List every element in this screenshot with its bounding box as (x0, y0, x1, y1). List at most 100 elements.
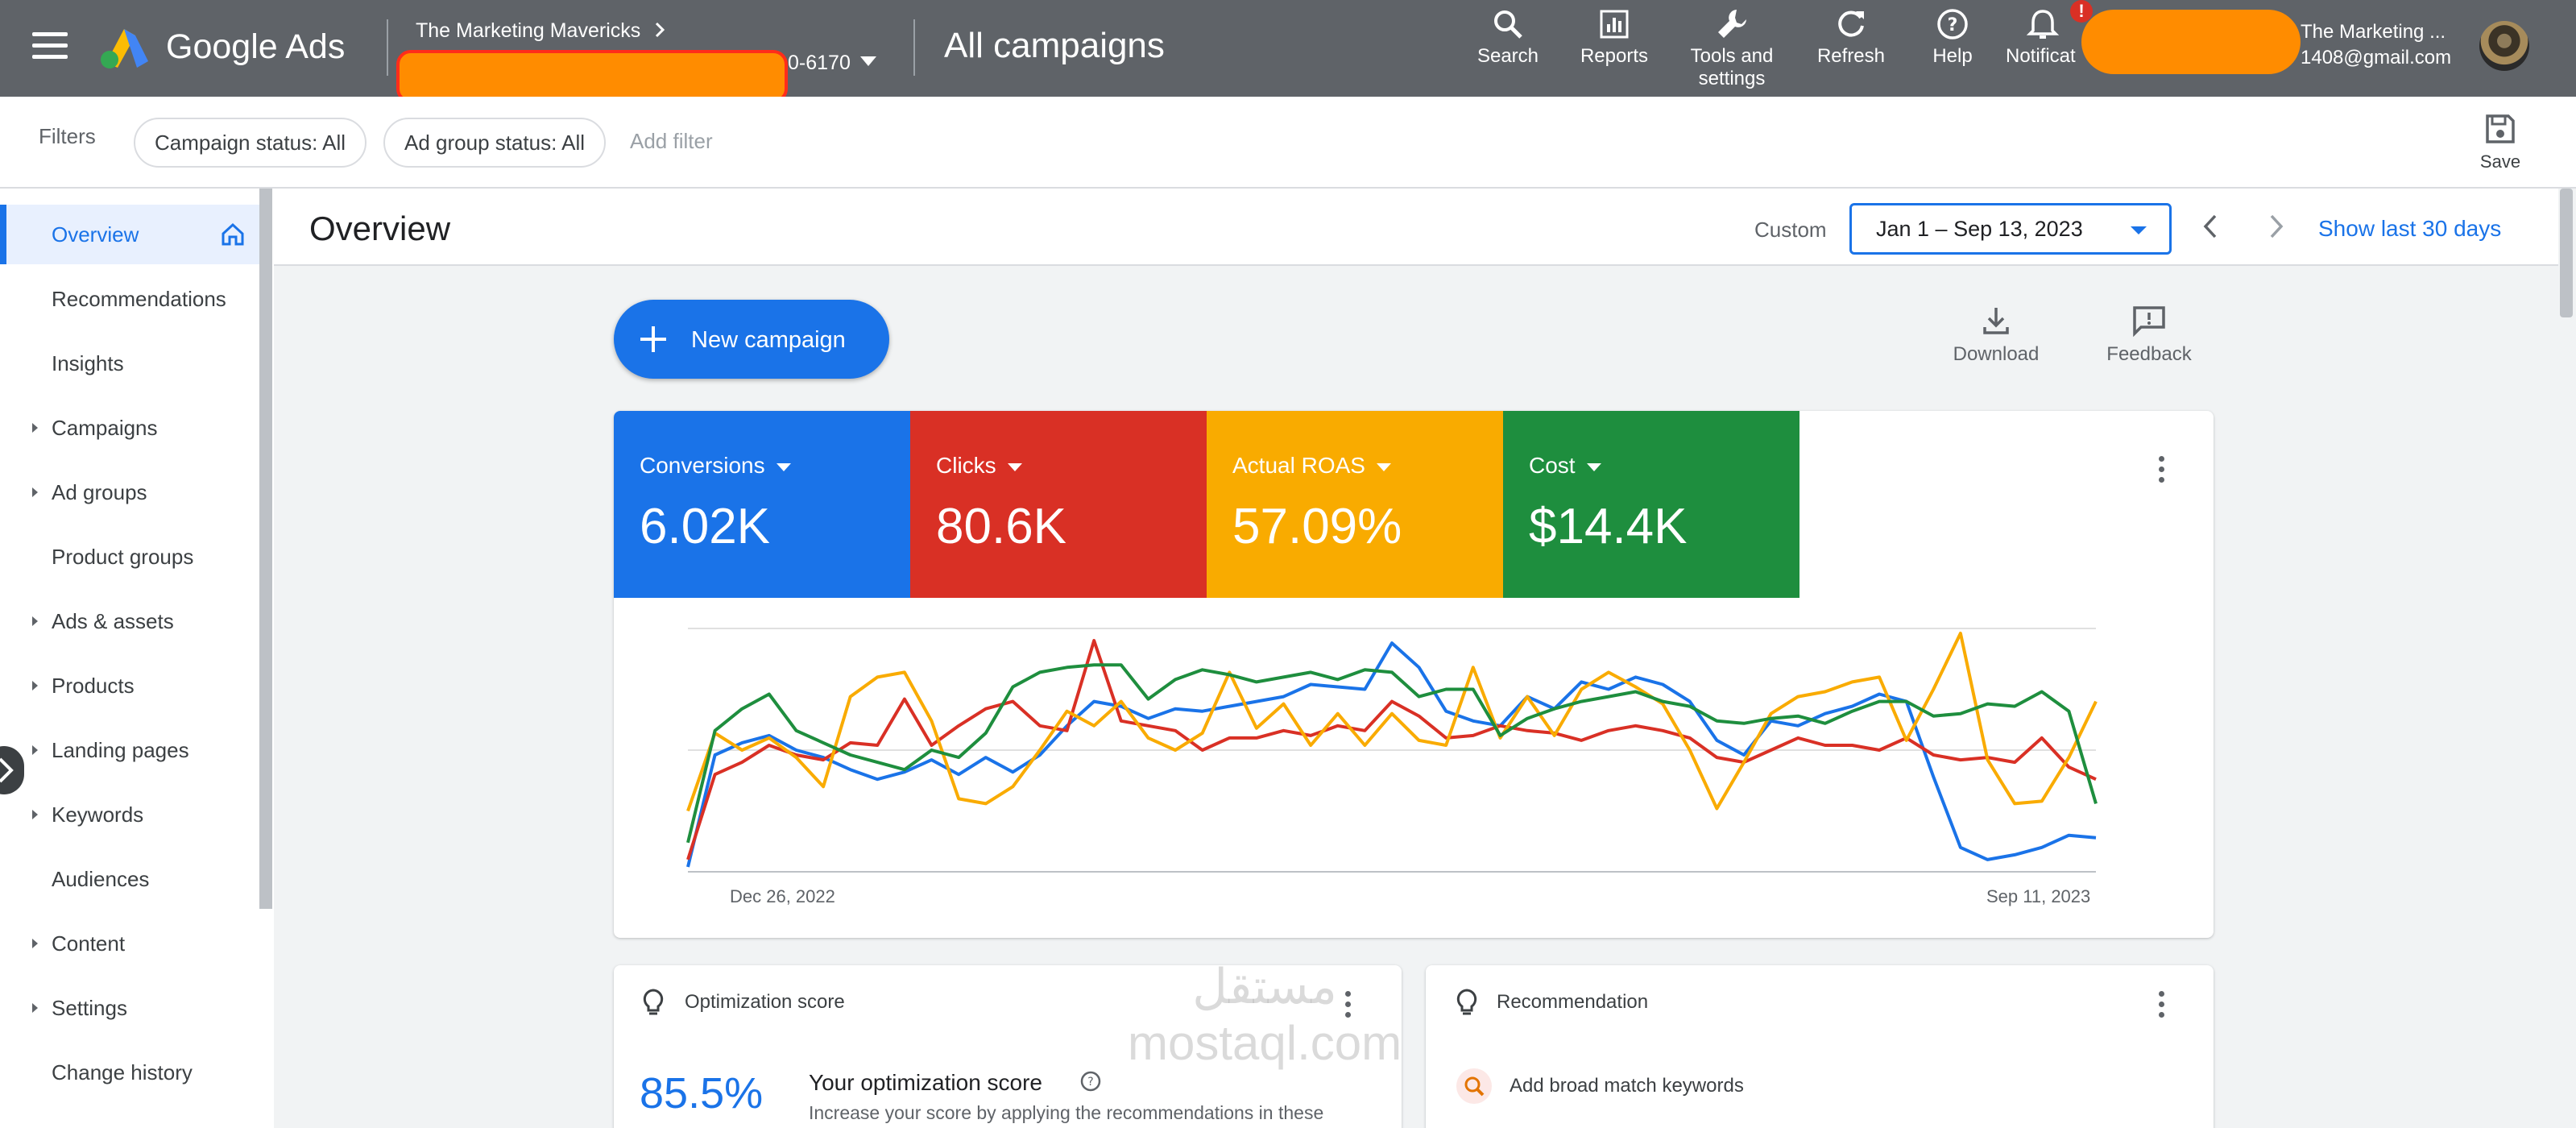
chevron-right-icon (0, 757, 14, 783)
sidebar-scrollbar[interactable] (259, 189, 272, 909)
metric-cost[interactable]: Cost $14.4K (1503, 411, 1799, 598)
metric-selector[interactable]: Cost (1529, 453, 1601, 479)
expand-arrow-icon (32, 681, 38, 690)
avatar[interactable] (2479, 21, 2529, 71)
sidebar-item-label: Recommendations (52, 287, 226, 311)
metric-selector[interactable]: Conversions (640, 453, 791, 479)
sidebar-item-label: Settings (52, 996, 127, 1020)
sidebar-item-label: Audiences (52, 867, 150, 891)
top-bar: Google Ads The Marketing Mavericks 0-617… (0, 0, 2576, 103)
recommendation-item[interactable]: Add broad match keywords (1510, 1075, 1744, 1097)
sidebar-item-label: Overview (52, 222, 139, 247)
main-scrollbar[interactable] (2558, 189, 2576, 1128)
series-line-3 (686, 663, 2098, 844)
chevron-right-icon[interactable] (654, 21, 665, 39)
download-icon (1983, 308, 2009, 334)
sidebar-item-campaigns[interactable]: Campaigns (0, 398, 259, 458)
sidebar-item-product-groups[interactable]: Product groups (0, 527, 259, 587)
sidebar-item-ad-groups[interactable]: Ad groups (0, 462, 259, 522)
sidebar-item-products[interactable]: Products (0, 656, 259, 715)
user-name: The Marketing ... (2301, 21, 2446, 43)
more-options-icon[interactable] (2159, 991, 2165, 1022)
recommendation-card (1426, 965, 2214, 1128)
metric-name: Clicks (936, 453, 996, 478)
reports-label: Reports (1580, 45, 1649, 67)
chevron-down-icon (776, 462, 791, 471)
date-range-value: Jan 1 – Sep 13, 2023 (1876, 217, 2083, 241)
account-id[interactable]: 0-6170 (788, 52, 851, 74)
chevron-left-icon[interactable] (2199, 213, 2223, 240)
metric-conversions[interactable]: Conversions 6.02K (614, 411, 910, 598)
date-range-picker[interactable]: Jan 1 – Sep 13, 2023 (1849, 203, 2172, 255)
sidebar-item-label: Campaigns (52, 416, 158, 440)
more-options-icon[interactable] (1345, 991, 1352, 1022)
sidebar-item-recommendations[interactable]: Recommendations (0, 269, 259, 329)
chevron-down-icon[interactable] (860, 56, 876, 66)
add-filter-input[interactable]: Add filter (630, 129, 713, 153)
filters-label: Filters (39, 124, 96, 148)
metric-selector[interactable]: Actual ROAS (1232, 453, 1391, 479)
expand-arrow-icon (32, 616, 38, 626)
filter-bar: Filters Campaign status: All Ad group st… (0, 97, 2576, 189)
expand-arrow-icon (32, 810, 38, 819)
feedback-label: Feedback (2106, 343, 2192, 365)
user-account[interactable]: The Marketing ... 1408@gmail.com (2301, 19, 2451, 71)
notification-badge: ! (2070, 0, 2093, 23)
save-button[interactable]: Save (2478, 113, 2523, 172)
download-button[interactable]: Download (1948, 305, 2044, 366)
user-email: 1408@gmail.com (2301, 47, 2452, 68)
ad-group-status-chip[interactable]: Ad group status: All (383, 118, 607, 168)
svg-text:?: ? (1948, 15, 1958, 35)
tools-settings-button[interactable]: Tools and settings (1682, 6, 1782, 90)
campaign-status-chip[interactable]: Campaign status: All (134, 118, 367, 168)
sidebar: Overview Recommendations Insights Campai… (0, 189, 274, 1128)
refresh-button[interactable]: Refresh (1812, 6, 1890, 68)
sidebar-item-audiences[interactable]: Audiences (0, 849, 259, 909)
google-ads-logo[interactable] (95, 23, 151, 69)
metric-selector[interactable]: Clicks (936, 453, 1022, 479)
sidebar-item-settings[interactable]: Settings (0, 978, 259, 1038)
notifications-label: Notificat (2006, 45, 2076, 67)
feedback-button[interactable]: Feedback (2101, 305, 2197, 366)
performance-line-chart (686, 628, 2098, 873)
metric-clicks[interactable]: Clicks 80.6K (910, 411, 1207, 598)
help-button[interactable]: ? Help (1925, 6, 1980, 68)
scrollbar-thumb[interactable] (2560, 189, 2573, 317)
help-label: Help (1932, 45, 1973, 67)
watermark: مستقل mostaql.com (1128, 959, 1402, 1072)
sidebar-item-overview[interactable]: Overview (0, 205, 259, 264)
expand-arrow-icon (32, 423, 38, 433)
metric-actual-roas[interactable]: Actual ROAS 57.09% (1207, 411, 1503, 598)
sidebar-item-label: Change history (52, 1060, 193, 1084)
reports-button[interactable]: Reports (1572, 6, 1656, 68)
notifications-button[interactable]: Notificat (2006, 6, 2086, 68)
new-campaign-button[interactable]: New campaign (614, 300, 889, 379)
menu-icon[interactable] (32, 32, 68, 60)
refresh-icon (1838, 10, 1864, 37)
optimization-score-value: 85.5% (640, 1069, 764, 1118)
redacted-area (396, 50, 788, 103)
show-last-30-days-link[interactable]: Show last 30 days (2318, 216, 2502, 241)
sidebar-item-ads-assets[interactable]: Ads & assets (0, 591, 259, 651)
watermark-arabic: مستقل (1192, 960, 1337, 1014)
save-icon (2486, 114, 2515, 143)
search-label: Search (1476, 45, 1539, 67)
series-line-1 (686, 639, 2097, 861)
sidebar-item-label: Insights (52, 351, 124, 375)
lightbulb-icon (1456, 989, 1477, 1015)
search-button[interactable]: Search (1474, 6, 1542, 68)
sidebar-item-label: Ad groups (52, 480, 147, 504)
brand-name: Google Ads (166, 27, 346, 66)
metric-value: 57.09% (1232, 499, 1402, 554)
account-name[interactable]: The Marketing Mavericks (416, 19, 641, 42)
sidebar-item-insights[interactable]: Insights (0, 334, 259, 393)
sidebar-item-change-history[interactable]: Change history (0, 1043, 259, 1102)
wrench-icon (1718, 10, 1746, 38)
help-icon[interactable]: ? (1079, 1070, 1102, 1093)
expand-sidebar-button[interactable] (0, 746, 24, 794)
sidebar-item-landing-pages[interactable]: Landing pages (0, 720, 259, 780)
more-options-icon[interactable] (2159, 456, 2165, 487)
sidebar-item-content[interactable]: Content (0, 914, 259, 973)
chevron-right-icon[interactable] (2263, 213, 2288, 240)
sidebar-item-keywords[interactable]: Keywords (0, 785, 259, 844)
